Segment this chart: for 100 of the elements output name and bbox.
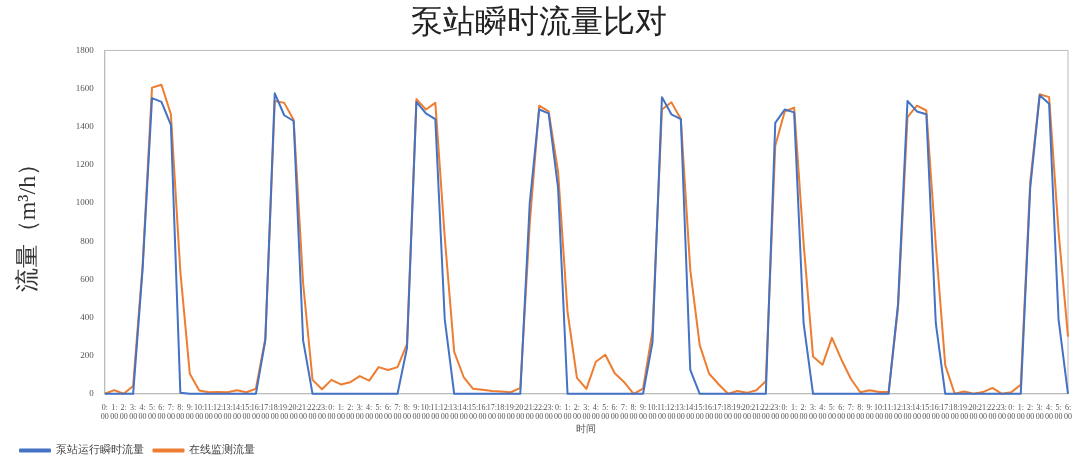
y-tick-label: 1200 (75, 159, 95, 170)
x-tick-label: 15:00 (921, 402, 932, 422)
x-tick-label: 7:00 (846, 402, 855, 422)
x-tick-label: 18:00 (269, 402, 280, 422)
x-tick-label: 12:00 (892, 402, 904, 422)
x-tick-label: 20:00 (968, 402, 979, 422)
y-tick-label: 800 (80, 235, 95, 246)
y-tick-label: 400 (80, 311, 95, 322)
x-tick-label: 14:00 (231, 402, 243, 422)
x-tick-label: 17:00 (260, 402, 271, 422)
x-tick-label: 13:00 (902, 402, 913, 422)
x-tick-label: 10:00 (647, 402, 658, 422)
x-tick-label: 23:00 (543, 402, 554, 422)
x-tick-label: 12:00 (439, 402, 450, 422)
legend-label: 在线监测流量 (189, 443, 255, 456)
x-tick-label: 2:00 (1026, 402, 1035, 422)
x-tick-label: 0:00 (780, 402, 789, 422)
x-tick-label: 11:00 (203, 402, 214, 422)
x-tick-label: 15:00 (467, 402, 479, 422)
x-tick-label: 0:00 (554, 402, 563, 422)
x-tick-label: 16:00 (250, 402, 262, 422)
x-tick-label: 1:00 (110, 402, 119, 422)
x-tick-label: 9:00 (639, 402, 648, 422)
x-tick-label: 22:00 (760, 402, 771, 422)
x-tick-label: 6:00 (837, 402, 846, 422)
x-tick-label: 14:00 (458, 402, 469, 422)
x-tick-label: 13:00 (222, 402, 233, 422)
y-tick-label: 1400 (75, 121, 95, 132)
x-tick-label: 16:00 (477, 402, 488, 422)
x-tick-label: 19:00 (279, 402, 290, 422)
x-tick-label: 22:00 (534, 402, 545, 422)
x-tick-label: 0:00 (327, 402, 336, 422)
x-tick-label: 1:00 (563, 402, 572, 422)
x-tick-label: 3:00 (809, 402, 818, 422)
x-tick-label: 21:00 (524, 402, 535, 422)
x-tick-label: 7:00 (620, 402, 629, 422)
x-tick-label: 8:00 (629, 402, 638, 422)
x-tick-label: 3:00 (1035, 402, 1044, 422)
x-tick-label: 18:00 (722, 402, 734, 422)
x-tick-label: 11:00 (656, 402, 667, 422)
x-tick-label: 1:00 (336, 402, 345, 422)
x-tick-label: 1:00 (790, 402, 799, 422)
x-tick-label: 9:00 (865, 402, 874, 422)
x-axis-title: 时间 (576, 422, 597, 434)
x-tick-label: 4:00 (138, 402, 147, 422)
x-tick-label: 4:00 (1045, 402, 1054, 422)
x-tick-label: 5:00 (601, 402, 610, 422)
x-tick-label: 6:00 (157, 402, 166, 422)
x-tick-label: 18:00 (949, 402, 960, 422)
x-tick-label: 22:00 (987, 402, 998, 422)
x-tick-label: 5:00 (1054, 402, 1063, 422)
x-tick-label: 15:00 (241, 402, 252, 422)
x-tick-label: 9:00 (412, 402, 421, 422)
y-tick-label: 1800 (75, 44, 95, 55)
x-tick-label: 21:00 (751, 402, 762, 422)
x-tick-label: 6:00 (384, 402, 393, 422)
x-tick-label: 11:00 (883, 402, 894, 422)
x-tick-label: 0:00 (1007, 402, 1016, 422)
x-tick-label: 7:00 (166, 402, 175, 422)
x-tick-label: 14:00 (685, 402, 696, 422)
y-tick-label: 0 (89, 388, 95, 399)
x-tick-label: 5:00 (374, 402, 383, 422)
y-tick-label: 1000 (75, 197, 95, 208)
x-tick-label: 17:00 (713, 402, 724, 422)
x-tick-label: 2:00 (346, 402, 355, 422)
x-tick-label: 4:00 (365, 402, 374, 422)
x-tick-label: 13:00 (449, 402, 460, 422)
x-tick-label: 11:00 (430, 402, 441, 422)
x-tick-label: 10:00 (874, 402, 885, 422)
x-tick-label: 18:00 (496, 402, 507, 422)
y-tick-label: 1600 (75, 82, 95, 93)
x-tick-label: 1:00 (1016, 402, 1025, 422)
x-tick-label: 15:00 (694, 402, 705, 422)
x-tick-label: 2:00 (799, 402, 808, 422)
x-tick-label: 23:00 (770, 402, 781, 422)
x-tick-label: 8:00 (402, 402, 411, 422)
x-tick-label: 5:00 (148, 402, 157, 422)
x-tick-label: 10:00 (420, 402, 431, 422)
x-tick-label: 22:00 (307, 402, 318, 422)
x-tick-label: 5:00 (827, 402, 836, 422)
x-tick-label: 0:00 (100, 402, 109, 422)
x-tick-label: 23:00 (316, 402, 328, 422)
x-tick-label: 21:00 (297, 402, 309, 422)
x-tick-label: 4:00 (591, 402, 600, 422)
x-tick-label: 19:00 (959, 402, 970, 422)
x-tick-label: 8:00 (176, 402, 185, 422)
x-tick-label: 2:00 (119, 402, 128, 422)
chart-title: 泵站瞬时流量比对 (411, 2, 667, 39)
x-tick-label: 3:00 (355, 402, 364, 422)
x-tick-label: 23:00 (996, 402, 1008, 422)
x-tick-label: 4:00 (818, 402, 827, 422)
y-tick-label: 600 (80, 273, 95, 284)
x-tick-label: 8:00 (856, 402, 865, 422)
x-tick-label: 13:00 (675, 402, 686, 422)
x-tick-label: 14:00 (911, 402, 923, 422)
x-tick-label: 12:00 (213, 402, 224, 422)
x-tick-label: 20:00 (515, 402, 526, 422)
x-tick-label: 16:00 (930, 402, 941, 422)
x-tick-label: 16:00 (704, 402, 715, 422)
x-tick-label: 17:00 (486, 402, 498, 422)
